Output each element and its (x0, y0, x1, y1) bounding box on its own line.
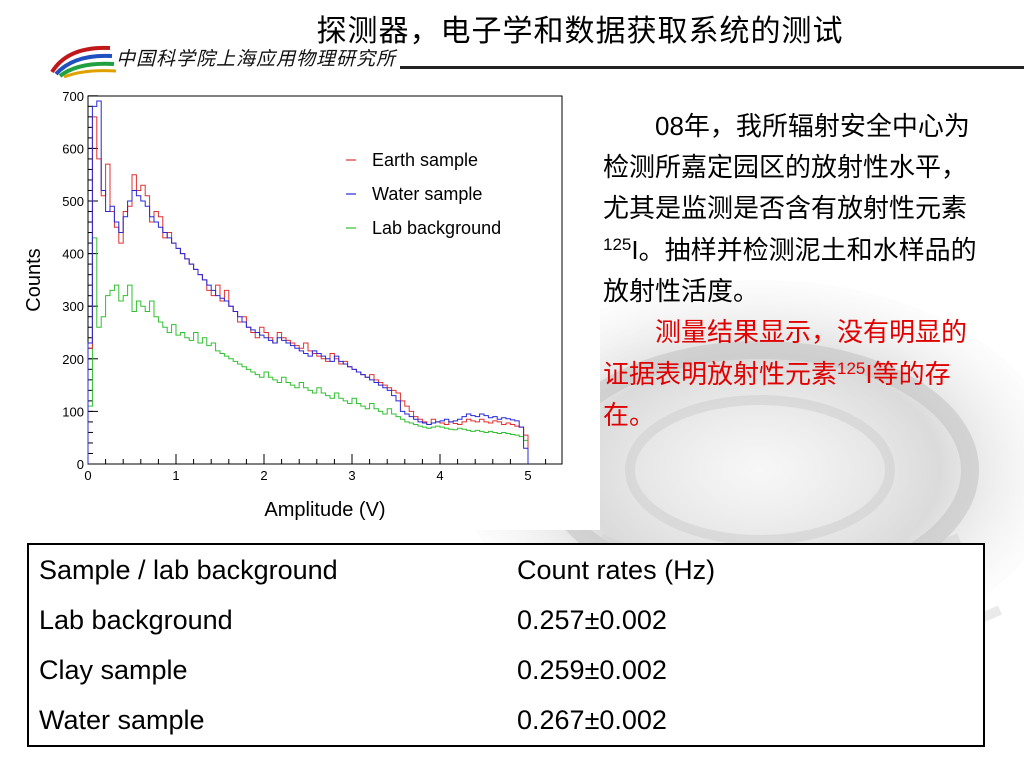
x-tick-label: 0 (84, 468, 91, 483)
y-axis-label: Counts (23, 248, 45, 311)
legend-label-water: Water sample (372, 184, 482, 204)
x-tick-label: 3 (348, 468, 355, 483)
slide-title: 探测器，电子学和数据获取系统的测试 (316, 14, 844, 49)
description-paragraph: 08年，我所辐射安全中心为检测所嘉定园区的放射性水平，尤其是监测是否含有放射性元… (603, 106, 987, 313)
table-cell-rate: 0.257±0.002 (517, 604, 667, 635)
description-text: 08年，我所辐射安全中心为检测所嘉定园区的放射性水平，尤其是监测是否含有放射性元… (603, 106, 987, 437)
table-cell-sample: Water sample (39, 704, 205, 735)
legend-label-earth: Earth sample (372, 150, 478, 170)
y-tick-label: 100 (62, 404, 84, 419)
conclusion-main: 测量结果显示，没有明显的证据表明放射性元素 (603, 318, 968, 390)
isotope-element: I (631, 235, 639, 265)
y-tick-label: 500 (62, 194, 84, 209)
conclusion-isotope-mass: 125 (837, 359, 866, 378)
count-rates-table: Sample / lab background Count rates (Hz)… (27, 543, 985, 747)
isotope-mass: 125 (603, 235, 632, 254)
y-tick-label: 600 (62, 141, 84, 156)
table-row: Clay sample 0.259±0.002 (28, 645, 984, 695)
description-main: 年，我所辐射安全中心为检测所嘉定园区的放射性水平，尤其是监测是否含有放射性元素 (603, 112, 970, 224)
table-row: Lab background 0.257±0.002 (28, 595, 984, 645)
table-header-cell: Sample / lab background (39, 554, 338, 585)
header-divider (400, 66, 1024, 69)
axis-ticks: 0 1 2 3 4 5 0 100 200 300 400 500 600 700 (62, 89, 547, 483)
x-axis-label: Amplitude (V) (264, 499, 385, 521)
chart-panel: 0 1 2 3 4 5 0 100 200 300 400 500 600 700 Earth sampl… (0, 84, 600, 530)
description-tail: 。抽样并检测泥土和水样品的放射性活度。 (603, 236, 977, 307)
table-cell-sample: Lab background (39, 604, 233, 635)
legend-label-lab: Lab background (372, 218, 501, 238)
histogram-chart: 0 1 2 3 4 5 0 100 200 300 400 500 600 700 Earth sampl… (23, 89, 563, 521)
table-header-cell: Count rates (Hz) (517, 554, 716, 585)
table-cell-rate: 0.259±0.002 (517, 654, 667, 685)
conclusion-isotope-element: I (865, 359, 873, 389)
conclusion-tail: 等的存在。 (603, 360, 951, 431)
conclusion-paragraph: 测量结果显示，没有明显的证据表明放射性元素125I等的存在。 (603, 313, 987, 437)
institute-name: 中国科学院上海应用物理研究所 (116, 48, 397, 70)
institute-logo (50, 45, 117, 78)
y-tick-label: 200 (62, 352, 84, 367)
y-tick-label: 700 (62, 89, 84, 104)
plot-frame (87, 95, 563, 465)
x-tick-label: 5 (524, 468, 531, 483)
x-tick-label: 4 (436, 468, 443, 483)
table-row: Water sample 0.267±0.002 (28, 695, 984, 746)
year-prefix: 08 (655, 111, 684, 141)
x-tick-label: 2 (260, 468, 267, 483)
chart-legend: Earth sample Water sample Lab background (346, 150, 501, 238)
y-tick-label: 400 (62, 247, 84, 262)
x-tick-label: 1 (172, 468, 179, 483)
table-header-row: Sample / lab background Count rates (Hz) (28, 544, 984, 595)
series-line-water-sample (87, 100, 529, 464)
series-lines (87, 100, 529, 464)
series-line-lab-background (87, 237, 529, 464)
y-tick-label: 300 (62, 299, 84, 314)
series-line-earth-sample (87, 116, 529, 464)
table-cell-sample: Clay sample (39, 654, 188, 685)
y-tick-label: 0 (77, 457, 84, 472)
table-cell-rate: 0.267±0.002 (517, 704, 667, 735)
